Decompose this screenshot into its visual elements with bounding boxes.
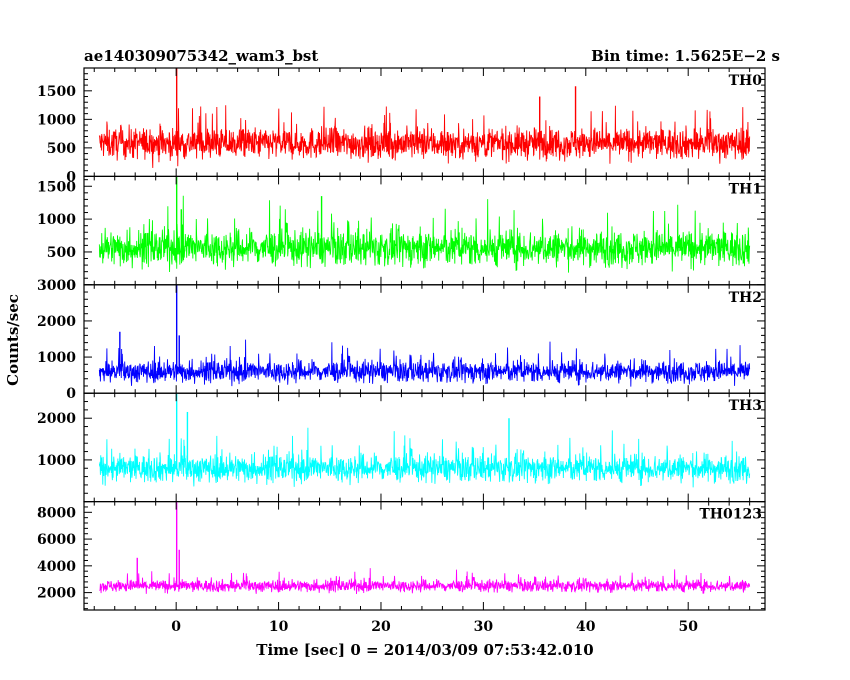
series-line-th0 <box>98 105 751 168</box>
y-tick-label: 1000 <box>37 212 76 228</box>
panel-frame <box>83 392 766 503</box>
series-line-th0123 <box>99 568 751 595</box>
panel-th2: 0 1000 2000 3000 TH2 <box>37 278 766 402</box>
x-tick-label: 30 <box>474 619 494 635</box>
y-tick-label: 1500 <box>37 84 76 100</box>
y-tick-label: 1000 <box>37 453 76 469</box>
x-tick-label: 20 <box>371 619 391 635</box>
x-tick-label: 0 <box>171 619 181 635</box>
series-line-th3 <box>98 427 751 488</box>
y-tick-label: 3000 <box>37 278 76 294</box>
x-tick-label: 40 <box>576 619 596 635</box>
series-line-th2 <box>98 339 751 387</box>
y-tick-label: 500 <box>47 245 76 261</box>
panel-frame <box>83 175 766 286</box>
y-axis-label: Counts/sec <box>4 294 22 386</box>
panel-label: TH3 <box>729 398 762 414</box>
panel-th3: 1000 2000 TH3 <box>37 392 766 503</box>
y-tick-label: 2000 <box>37 411 76 427</box>
y-tick-label: 2000 <box>37 586 76 602</box>
panel-label: TH0123 <box>699 507 762 523</box>
y-tick-label: 0 <box>66 169 76 185</box>
y-tick-label: 0 <box>66 278 76 294</box>
x-axis-label: Time [sec] 0 = 2014/03/09 07:53:42.010 <box>256 641 593 659</box>
y-tick-label: 0 <box>66 386 76 402</box>
series-line-th1 <box>98 195 751 273</box>
y-tick-label: 8000 <box>37 505 76 521</box>
y-tick-label: 4000 <box>37 559 76 575</box>
bin-time-label: Bin time: 1.5625E−2 s <box>591 47 780 65</box>
y-tick-label: 6000 <box>37 532 76 548</box>
y-tick-label: 1000 <box>37 112 76 128</box>
x-tick-label: 50 <box>678 619 698 635</box>
x-tick-label: 10 <box>269 619 289 635</box>
panel-label: TH0 <box>729 73 763 89</box>
y-tick-label: 1500 <box>37 179 76 195</box>
panel-label: TH2 <box>729 290 762 306</box>
panel-label: TH1 <box>729 181 762 197</box>
panel-frame <box>83 67 766 178</box>
panel-th0: 0 500 1000 1500 TH0 <box>37 67 766 185</box>
y-tick-label: 2000 <box>37 314 76 330</box>
y-tick-label: 500 <box>47 141 76 157</box>
chart-title: ae140309075342_wam3_bst <box>84 47 318 65</box>
panel-th1: 0 500 1000 1500 TH1 <box>37 175 766 294</box>
panel-frame <box>83 501 766 611</box>
panel-th0123: 2000 4000 6000 8000 TH0123 <box>37 501 766 611</box>
y-tick-label: 1000 <box>37 350 76 366</box>
